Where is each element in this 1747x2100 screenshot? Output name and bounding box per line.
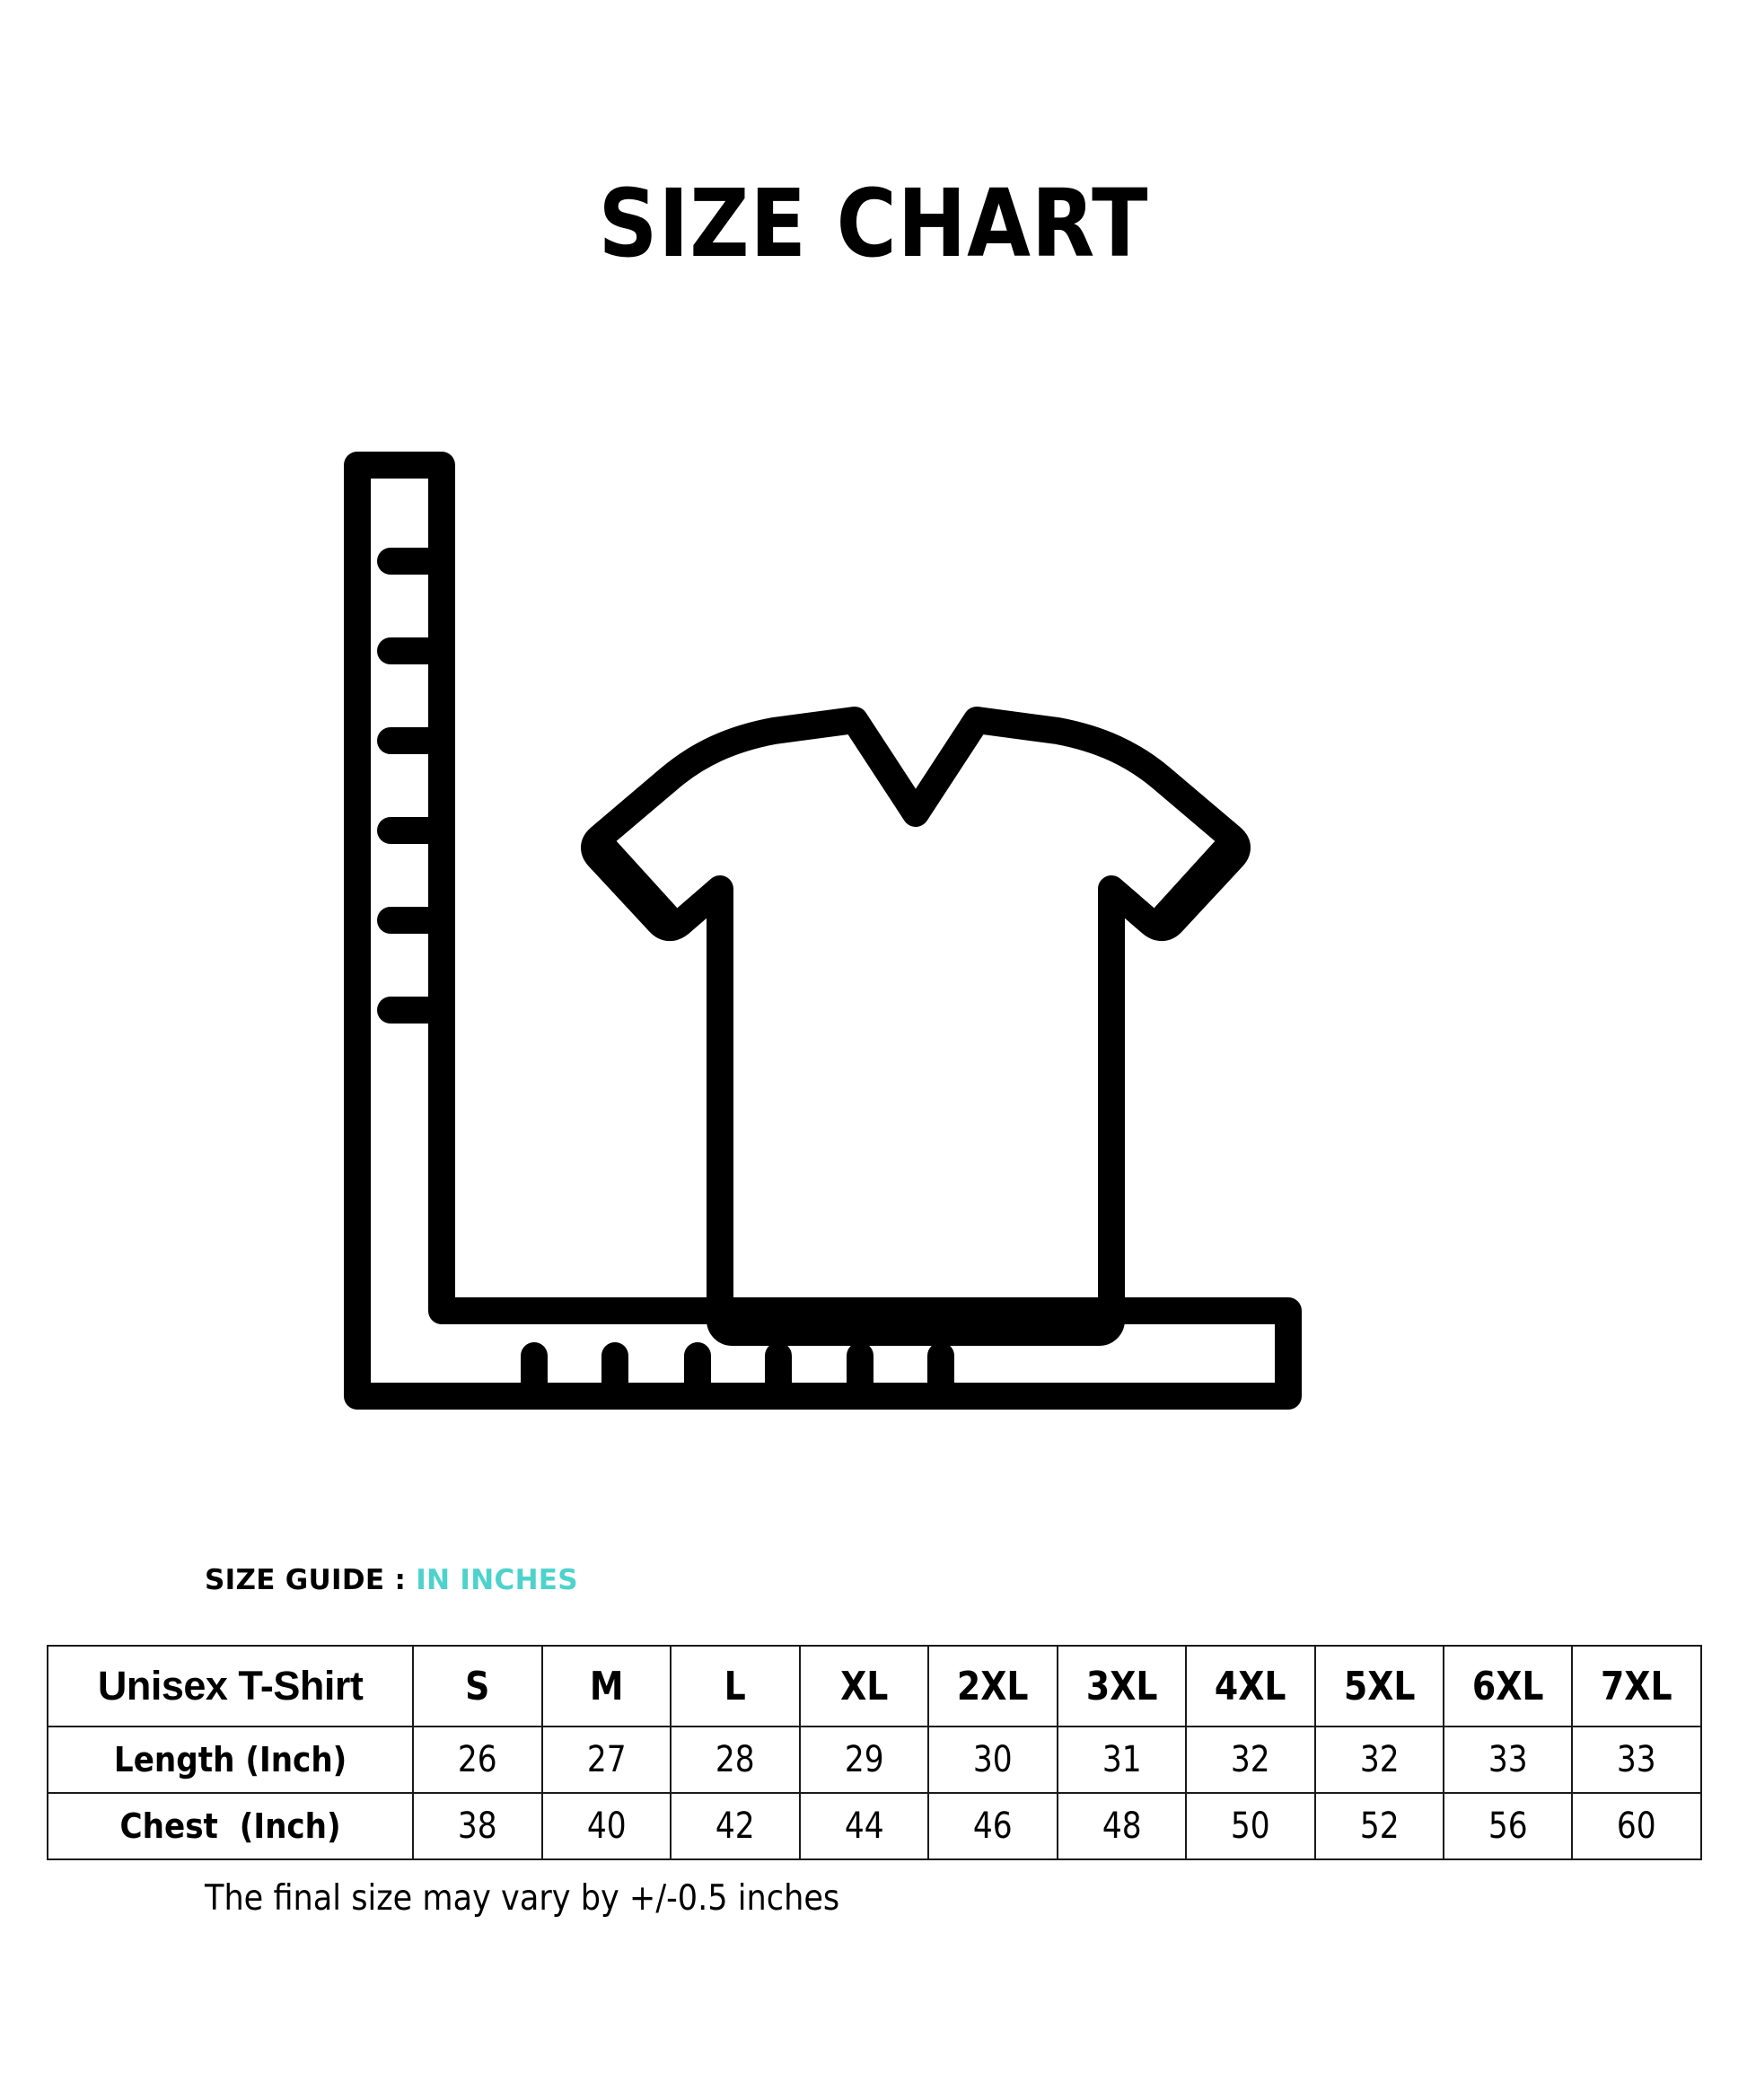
chest-2xl: 46 bbox=[936, 1792, 1049, 1860]
size-table-container: Unisex T-Shirt S M L XL 2XL 3XL 4XL 5XL … bbox=[46, 1645, 1702, 1860]
chest-xl: 44 bbox=[807, 1792, 920, 1860]
chest-5xl: 52 bbox=[1322, 1792, 1435, 1860]
size-table: Unisex T-Shirt S M L XL 2XL 3XL 4XL 5XL … bbox=[46, 1645, 1702, 1860]
length-s: 26 bbox=[421, 1726, 534, 1794]
tshirt-left-cuff-crease bbox=[590, 833, 680, 929]
table-header-size-6xl: 6XL bbox=[1452, 1645, 1565, 1727]
table-row: Chest (Inch) 38 40 42 44 46 48 50 52 56 … bbox=[48, 1792, 1701, 1860]
length-l: 28 bbox=[679, 1726, 792, 1794]
chest-4xl: 50 bbox=[1194, 1792, 1307, 1860]
table-header-size-xl: XL bbox=[807, 1645, 920, 1727]
size-guide-caption: SIZE GUIDE : IN INCHES bbox=[205, 1564, 578, 1596]
length-6xl: 33 bbox=[1452, 1726, 1565, 1794]
size-guide-label: SIZE GUIDE : bbox=[205, 1564, 407, 1596]
length-2xl: 30 bbox=[936, 1726, 1049, 1794]
ruler-horizontal-ticks bbox=[521, 1342, 954, 1410]
table-row: Length (Inch) 26 27 28 29 30 31 32 32 33… bbox=[48, 1726, 1701, 1794]
table-header-size-2xl: 2XL bbox=[936, 1645, 1049, 1727]
row-label-length: Length (Inch) bbox=[65, 1726, 396, 1794]
table-header-size-5xl: 5XL bbox=[1322, 1645, 1435, 1727]
ruler-and-tshirt-illustration bbox=[341, 449, 1418, 1454]
chest-l: 42 bbox=[679, 1792, 792, 1860]
chest-3xl: 48 bbox=[1065, 1792, 1178, 1860]
table-header-size-7xl: 7XL bbox=[1580, 1645, 1693, 1727]
table-header-size-l: L bbox=[679, 1645, 792, 1727]
page-title: SIZE CHART bbox=[598, 169, 1149, 278]
length-m: 27 bbox=[549, 1726, 663, 1794]
table-header-product: Unisex T-Shirt bbox=[46, 1645, 415, 1727]
ruler-outline bbox=[344, 452, 1302, 1410]
table-header-size-3xl: 3XL bbox=[1065, 1645, 1178, 1727]
row-label-chest: Chest (Inch) bbox=[65, 1792, 396, 1860]
chest-s: 38 bbox=[421, 1792, 534, 1860]
length-5xl: 32 bbox=[1322, 1726, 1435, 1794]
length-7xl: 33 bbox=[1580, 1726, 1693, 1794]
chest-6xl: 56 bbox=[1452, 1792, 1565, 1860]
tshirt-right-cuff-crease bbox=[1152, 833, 1242, 929]
size-table-body: Length (Inch) 26 27 28 29 30 31 32 32 33… bbox=[48, 1726, 1701, 1860]
table-header-size-s: S bbox=[421, 1645, 534, 1727]
length-xl: 29 bbox=[807, 1726, 920, 1794]
chest-7xl: 60 bbox=[1580, 1792, 1693, 1860]
size-disclaimer: The final size may vary by +/-0.5 inches bbox=[205, 1878, 840, 1919]
table-header-size-m: M bbox=[549, 1645, 663, 1727]
length-3xl: 31 bbox=[1065, 1726, 1178, 1794]
ruler-vertical-ticks bbox=[377, 548, 455, 1024]
length-4xl: 32 bbox=[1194, 1726, 1307, 1794]
size-table-head: Unisex T-Shirt S M L XL 2XL 3XL 4XL 5XL … bbox=[46, 1645, 1701, 1727]
table-header-row: Unisex T-Shirt S M L XL 2XL 3XL 4XL 5XL … bbox=[46, 1645, 1701, 1727]
tshirt-outline bbox=[581, 707, 1251, 1346]
table-header-size-4xl: 4XL bbox=[1194, 1645, 1307, 1727]
size-guide-unit: IN INCHES bbox=[416, 1564, 578, 1596]
chest-m: 40 bbox=[549, 1792, 663, 1860]
